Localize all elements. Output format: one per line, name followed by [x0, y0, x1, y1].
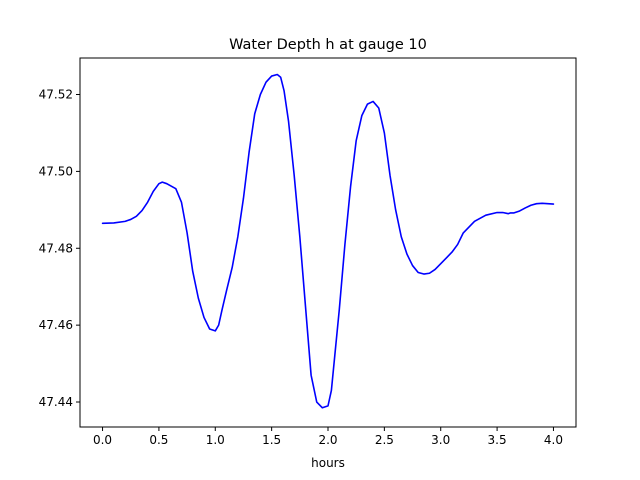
y-tick-label: 47.50: [39, 164, 73, 178]
plot-area: [101, 73, 555, 409]
series-line-0: [101, 73, 555, 409]
x-tick-label: 1.5: [262, 433, 281, 447]
axes-frame: [79, 57, 577, 428]
x-tick-label: 2.0: [318, 433, 337, 447]
x-axis-ticks: 0.0 0.5 1.0 1.5 2.0 2.5 3.0 3.5 4.0: [93, 427, 563, 447]
x-tick-label: 0.0: [93, 433, 112, 447]
x-tick-label: 1.0: [206, 433, 225, 447]
x-tick-label: 4.0: [544, 433, 563, 447]
x-tick-label: 2.5: [375, 433, 394, 447]
y-axis-ticks: 47.44 47.46 47.48 47.50 47.52: [39, 88, 80, 409]
x-tick-label: 0.5: [149, 433, 168, 447]
y-tick-label: 47.48: [39, 241, 73, 255]
x-tick-label: 3.0: [431, 433, 450, 447]
chart-title: Water Depth h at gauge 10: [229, 37, 427, 53]
y-tick-label: 47.46: [39, 318, 73, 332]
x-axis-label: hours: [311, 456, 345, 470]
x-tick-label: 3.5: [488, 433, 507, 447]
y-tick-label: 47.44: [39, 395, 73, 409]
y-tick-label: 47.52: [39, 88, 73, 102]
